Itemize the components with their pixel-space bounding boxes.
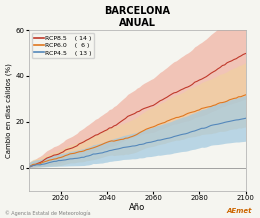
Text: © Agencia Estatal de Meteorología: © Agencia Estatal de Meteorología (5, 210, 91, 216)
Y-axis label: Cambio en dias cálidos (%): Cambio en dias cálidos (%) (5, 63, 12, 158)
Title: BARCELONA
ANUAL: BARCELONA ANUAL (104, 5, 170, 28)
Legend: RCP8.5    ( 14 ), RCP6.0    (  6 ), RCP4.5    ( 13 ): RCP8.5 ( 14 ), RCP6.0 ( 6 ), RCP4.5 ( 13… (32, 33, 94, 58)
X-axis label: Año: Año (129, 203, 145, 213)
Text: AEmet: AEmet (227, 208, 252, 214)
